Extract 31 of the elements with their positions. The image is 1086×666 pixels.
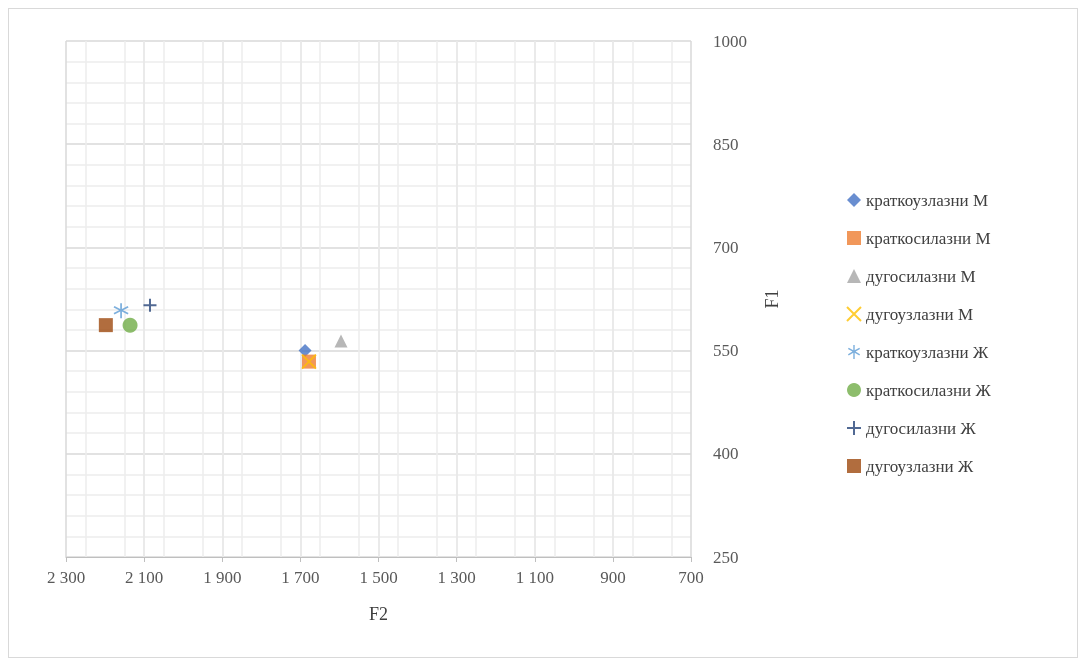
x-tick-label: 2 100 bbox=[125, 568, 164, 587]
x-tick-label: 700 bbox=[678, 568, 704, 587]
point bbox=[298, 344, 312, 358]
x-tick-label: 1 500 bbox=[359, 568, 398, 587]
legend-label: краткосилазни М bbox=[866, 228, 991, 248]
point bbox=[113, 303, 129, 319]
legend-label: дугосилазни М bbox=[866, 266, 976, 286]
x-tick-label: 1 300 bbox=[437, 568, 476, 587]
y-axis-title: F1 bbox=[762, 289, 782, 309]
point bbox=[98, 318, 113, 333]
x-tick-label: 900 bbox=[600, 568, 626, 587]
x-tick-label: 1 100 bbox=[515, 568, 554, 587]
point bbox=[122, 317, 138, 333]
x-tick-label: 1 900 bbox=[203, 568, 242, 587]
y-tick-label: 700 bbox=[713, 237, 739, 257]
legend-label: краткоузлазни Ж bbox=[866, 342, 989, 362]
x-axis-title: F2 bbox=[368, 604, 389, 624]
y-tick-label: 1000 bbox=[713, 31, 747, 51]
legend-label: дугоузлазни М bbox=[866, 304, 974, 324]
y-tick-label: 550 bbox=[713, 341, 739, 361]
legend-label: краткоузлазни М bbox=[866, 190, 989, 210]
y-tick-label: 250 bbox=[713, 547, 739, 567]
x-tick-label: 1 700 bbox=[281, 568, 320, 587]
legend-label: краткосилазни Ж bbox=[866, 380, 992, 400]
point bbox=[334, 334, 348, 348]
y-tick-label: 850 bbox=[713, 134, 739, 154]
point bbox=[142, 297, 158, 313]
legend-label: дугосилазни Ж bbox=[866, 418, 977, 438]
y-tick-label: 400 bbox=[713, 444, 739, 464]
x-tick-label: 2 300 bbox=[46, 568, 86, 587]
legend-label: дугоузлазни Ж bbox=[866, 456, 974, 476]
